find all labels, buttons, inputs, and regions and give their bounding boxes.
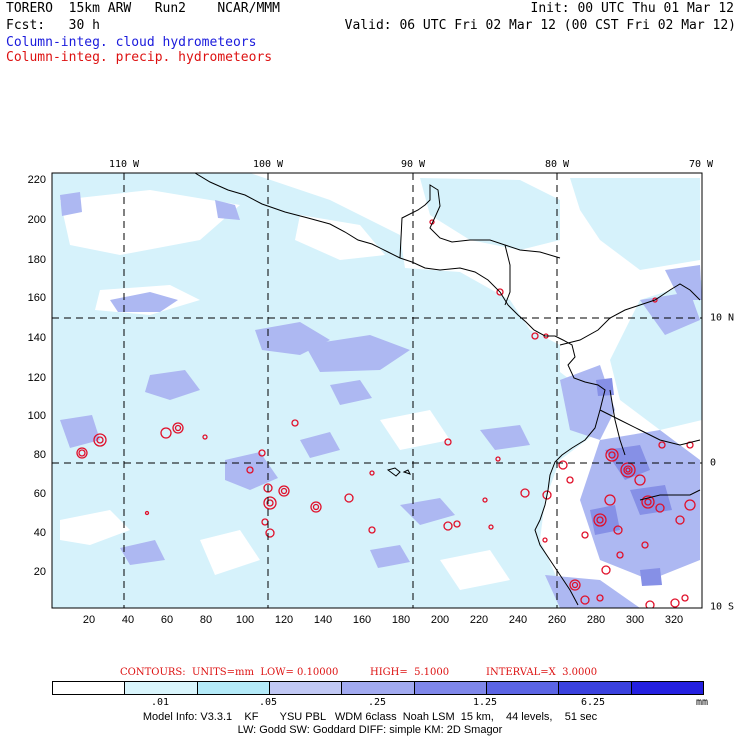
lat-label-0: 0 (710, 457, 717, 469)
lat-lon-grid (52, 173, 702, 608)
init-time: Init: 00 UTC Thu 01 Mar 12 (530, 1, 735, 16)
color-bar-segment (269, 682, 343, 694)
y-tick: 60 (33, 488, 46, 500)
y-tick: 100 (27, 410, 46, 422)
x-tick: 40 (121, 614, 135, 626)
color-bar-segment (414, 682, 487, 694)
x-tick: 100 (235, 614, 255, 626)
x-tick: 200 (430, 614, 450, 626)
y-tick: 20 (33, 566, 46, 578)
model-info: Model Info: V3.3.1 KF YSU PBL WDM 6class… (142, 711, 598, 723)
x-tick: 20 (82, 614, 96, 626)
lat-label-10n: 10 N (710, 312, 735, 324)
lon-label-100w: 100 W (252, 159, 284, 170)
x-tick: 160 (352, 614, 372, 626)
color-bar-unit: mm (696, 697, 709, 708)
color-bar-segment (559, 682, 632, 694)
cloud-field-medium (60, 192, 702, 608)
coastlines (194, 173, 701, 606)
color-bar-tick: .05 (258, 697, 278, 708)
y-tick: 140 (27, 332, 46, 344)
color-bar-segment (53, 682, 126, 694)
x-tick: 60 (160, 614, 174, 626)
model-title: TORERO 15km ARW Run2 NCAR/MMM (6, 1, 280, 16)
x-tick: 240 (508, 614, 528, 626)
color-bar-tick: .01 (150, 697, 170, 708)
field-precip-label: Column-integ. precip. hydrometeors (6, 50, 273, 65)
physics-info: LW: Godd SW: Goddard DIFF: simple KM: 2D… (237, 724, 503, 736)
y-tick: 180 (27, 254, 46, 266)
field-cloud-label: Column-integ. cloud hydrometeors (6, 35, 257, 50)
x-tick: 80 (199, 614, 213, 626)
x-tick: 140 (313, 614, 333, 626)
color-bar (52, 681, 704, 695)
lat-label-10s: 10 S (710, 601, 735, 613)
contour-units: CONTOURS: UNITS=mm LOW= 0.10000 (120, 667, 339, 678)
x-tick: 320 (664, 614, 684, 626)
contour-high: HIGH= 5.1000 (370, 667, 450, 678)
color-bar-tick: 1.25 (472, 697, 498, 708)
clear-sky-gaps (60, 190, 510, 590)
x-tick: 300 (625, 614, 645, 626)
x-tick: 220 (469, 614, 489, 626)
y-tick: 220 (27, 174, 46, 186)
color-bar-segment (342, 682, 415, 694)
y-tick: 80 (33, 449, 46, 461)
lon-label-80w: 80 W (544, 159, 570, 170)
y-tick: 160 (27, 292, 46, 304)
x-tick: 260 (547, 614, 567, 626)
lon-label-90w: 90 W (400, 159, 426, 170)
precip-contours (76, 219, 696, 608)
color-bar-segment (486, 682, 560, 694)
lon-label-110w: 110 W (108, 159, 140, 170)
y-tick: 200 (27, 214, 46, 226)
x-tick: 180 (391, 614, 411, 626)
color-bar-segment (125, 682, 198, 694)
color-bar-tick: .25 (367, 697, 387, 708)
color-bar-segment (631, 682, 703, 694)
lon-label-70w: 70 W (688, 159, 714, 170)
contour-interval: INTERVAL=X 3.0000 (486, 667, 598, 678)
valid-time: Valid: 06 UTC Fri 02 Mar 12 (00 CST Fri … (344, 18, 736, 33)
y-tick: 40 (33, 527, 46, 539)
y-tick: 120 (27, 372, 46, 384)
color-bar-tick: 6.25 (580, 697, 606, 708)
x-tick: 120 (274, 614, 294, 626)
forecast-hour: Fcst: 30 h (6, 18, 100, 33)
x-tick: 280 (586, 614, 606, 626)
map-frame (51, 172, 703, 609)
color-bar-segment (197, 682, 270, 694)
